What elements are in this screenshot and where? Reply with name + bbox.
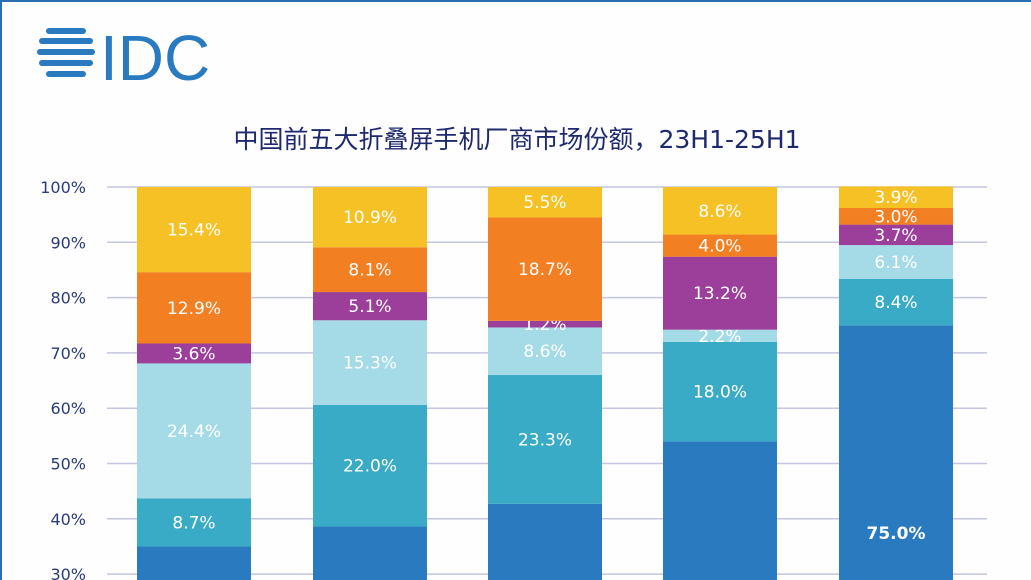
- data-label: 8.7%: [172, 513, 215, 533]
- bar-segment: [313, 292, 427, 321]
- bar-segment: [663, 256, 777, 330]
- bar-segment: [839, 208, 953, 225]
- bar-segment: [663, 234, 777, 257]
- y-tick-label: 30%: [50, 565, 86, 580]
- data-label: 15.3%: [343, 354, 397, 374]
- data-label: 18.0%: [693, 383, 747, 403]
- bar-segment: [839, 186, 953, 209]
- data-label: 18.7%: [518, 260, 572, 280]
- data-label: 23.3%: [518, 430, 572, 450]
- bar-segment: [313, 247, 427, 293]
- bar-segment: [137, 187, 251, 273]
- bar-segment: [313, 526, 427, 580]
- y-tick-label: 90%: [50, 233, 86, 252]
- data-label: 12.9%: [167, 299, 221, 319]
- bar-segment: [488, 375, 602, 504]
- y-tick-label: 80%: [50, 289, 86, 308]
- bar-segment: [488, 327, 602, 376]
- globe-icon: [37, 28, 95, 77]
- bar-segment: [137, 546, 251, 580]
- data-label: 3.7%: [874, 226, 917, 246]
- data-label: 4.0%: [698, 237, 741, 257]
- bar-segment: [663, 341, 777, 442]
- bar-segment: [839, 278, 953, 326]
- data-label: 75.0%: [867, 524, 926, 544]
- bar-segment: [137, 363, 251, 499]
- bar-segment: [488, 503, 602, 580]
- bar-segment: [839, 325, 953, 580]
- data-label: 8.4%: [874, 293, 917, 313]
- data-label: 10.9%: [343, 208, 397, 228]
- bar-segment: [137, 498, 251, 547]
- data-label: 8.6%: [698, 202, 741, 222]
- data-label: 24.4%: [167, 422, 221, 442]
- data-label: 8.1%: [348, 261, 391, 281]
- bar-segment: [663, 441, 777, 580]
- bar-segment: [839, 224, 953, 246]
- data-label: 15.4%: [167, 221, 221, 241]
- data-label: 3.6%: [172, 344, 215, 364]
- data-label: 3.9%: [874, 188, 917, 208]
- data-label: 2.2%: [698, 327, 741, 347]
- y-tick-label: 60%: [50, 399, 86, 418]
- bar-segment: [488, 320, 602, 328]
- data-label: 5.1%: [348, 297, 391, 317]
- data-label: 6.1%: [874, 253, 917, 273]
- bar-segment: [313, 404, 427, 527]
- data-label: 5.5%: [523, 193, 566, 213]
- data-label: 3.0%: [874, 207, 917, 227]
- y-tick-label: 100%: [40, 178, 86, 197]
- bar-segment: [313, 320, 427, 405]
- bar-segment: [313, 187, 427, 248]
- y-tick-label: 70%: [50, 344, 86, 363]
- chart-title: 中国前五大折叠屏手机厂商市场份额，23H1-25H1: [233, 125, 800, 154]
- bar-segment: [663, 329, 777, 342]
- bar-segment: [839, 245, 953, 279]
- y-tick-label: 40%: [50, 510, 86, 529]
- data-label: 22.0%: [343, 457, 397, 477]
- bar-segment: [137, 272, 251, 344]
- data-label: 8.6%: [523, 342, 566, 362]
- y-tick-label: 50%: [50, 455, 86, 474]
- logo-text: IDC: [100, 22, 210, 94]
- data-label: 13.2%: [693, 284, 747, 304]
- bar-segment: [137, 343, 251, 364]
- bar-segment: [488, 187, 602, 218]
- bar-segment: [663, 187, 777, 235]
- bar-segment: [488, 217, 602, 321]
- idc-logo: IDC: [37, 22, 210, 94]
